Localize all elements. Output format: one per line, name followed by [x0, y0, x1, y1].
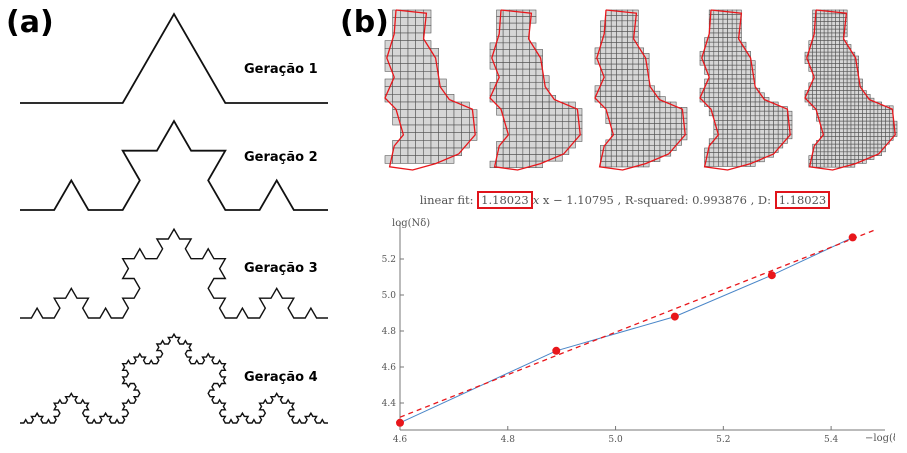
- fractal-dimension-highlight: 1.18023: [774, 191, 831, 209]
- generation-4-label: Geração 4: [244, 370, 318, 385]
- data-point: [848, 233, 857, 242]
- generation-2-label: Geração 2: [244, 150, 318, 165]
- box-count-map-3: [594, 9, 688, 171]
- data-point: [670, 312, 679, 321]
- koch-curve-gen-4: [20, 332, 328, 424]
- linear-fit-text: linear fit: 1.18023 x x − 1.10795 , R-squ…: [360, 191, 890, 209]
- generation-3-label: Geração 3: [244, 261, 318, 276]
- fit-slope-highlight: 1.18023: [477, 191, 533, 209]
- fit-prefix: linear fit:: [419, 193, 478, 207]
- fit-line: [399, 229, 875, 418]
- chart-ticks: 4.6 4.8 5.0 5.2 5.4 4.4 4.6 4.8 5.0 5.2: [382, 255, 839, 445]
- chart-axes: [399, 223, 885, 431]
- generation-1-label: Geração 1: [244, 62, 318, 77]
- box-count-map-4: [699, 9, 793, 171]
- y-axis-label: log(Nδ): [392, 218, 430, 229]
- koch-curve-gen-3: [20, 227, 328, 319]
- koch-curve-gen-2: [20, 119, 328, 211]
- chart-marks: [396, 229, 875, 427]
- box-count-map-1: [384, 9, 478, 171]
- koch-curve-gen-1: [20, 12, 328, 104]
- x-tick-label: 4.6: [393, 435, 408, 445]
- y-tick-label: 5.2: [382, 255, 396, 265]
- y-tick-label: 4.6: [382, 363, 397, 373]
- box-counting-maps: [384, 9, 898, 171]
- panel-a-label: (a): [6, 5, 54, 40]
- x-tick-label: 5.2: [716, 435, 730, 445]
- x-axis-label: −log(δ): [865, 433, 895, 444]
- data-point: [767, 271, 776, 280]
- data-connect-line: [399, 236, 853, 424]
- fit-x-var: x: [532, 193, 540, 207]
- x-tick-label: 5.4: [824, 435, 839, 445]
- log-log-chart: log(Nδ) −log(δ) 4.6 4.8 5.0 5.2 5.4 4.4 4.6 4.8…: [382, 218, 895, 445]
- x-tick-label: 5.0: [608, 435, 623, 445]
- y-tick-label: 4.8: [382, 327, 397, 337]
- data-point: [396, 418, 404, 427]
- x-tick-label: 4.8: [501, 435, 516, 445]
- koch-curves: [20, 12, 328, 424]
- data-point: [552, 346, 561, 355]
- fit-mid: x − 1.10795 , R-squared: 0.993876 , D:: [539, 193, 775, 207]
- y-tick-label: 5.0: [382, 291, 397, 301]
- y-tick-label: 4.4: [382, 399, 397, 409]
- panel-b-label: (b): [340, 5, 389, 40]
- box-count-map-5: [804, 9, 898, 171]
- box-count-map-2: [489, 9, 583, 171]
